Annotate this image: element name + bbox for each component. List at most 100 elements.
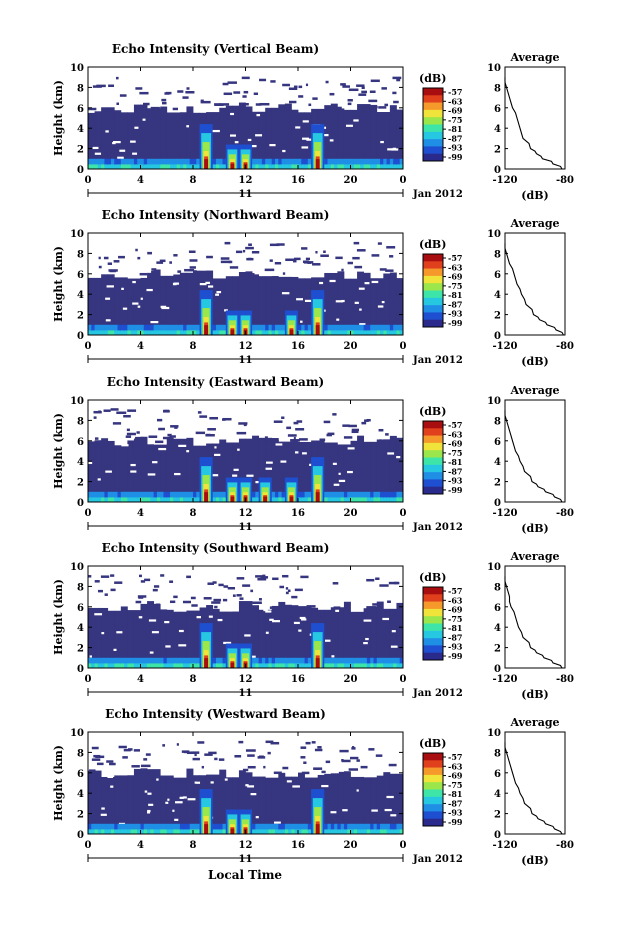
- boundary-layer-echo: [117, 657, 122, 665]
- surface-echo: [386, 164, 391, 169]
- surface-echo: [183, 497, 187, 502]
- boundary-layer-echo: [186, 324, 191, 332]
- boundary-layer-echo: [275, 324, 279, 332]
- surface-echo: [193, 497, 197, 502]
- boundary-layer-echo: [255, 324, 260, 332]
- echo-band: [291, 109, 299, 169]
- x-tick-label: 8: [190, 674, 197, 685]
- sparse-echo: [311, 741, 316, 744]
- echo-band: [179, 611, 187, 668]
- sparse-echo: [347, 99, 353, 102]
- sparse-echo: [96, 762, 104, 766]
- day-label: 11: [239, 189, 253, 200]
- echo-band: [383, 772, 391, 834]
- surface-echo: [347, 663, 351, 668]
- boundary-layer-echo: [133, 823, 138, 831]
- sparse-echo: [255, 575, 264, 578]
- colorbar-swatch: [423, 608, 443, 617]
- sparse-echo: [88, 575, 92, 578]
- echo-band: [357, 104, 365, 169]
- surface-echo: [160, 829, 164, 834]
- boundary-layer-echo: [307, 324, 312, 332]
- echo-gap: [105, 130, 109, 133]
- sparse-echo: [298, 438, 308, 441]
- echo-gap: [105, 470, 112, 473]
- boundary-layer-echo: [170, 823, 174, 831]
- echo-gap: [138, 616, 143, 619]
- boundary-layer-echo: [183, 324, 187, 332]
- boundary-layer-echo: [124, 657, 128, 665]
- echo-band: [357, 435, 365, 502]
- boundary-layer-echo: [91, 657, 95, 665]
- boundary-layer-echo: [97, 657, 102, 665]
- boundary-layer-echo: [301, 324, 305, 332]
- echo-band: [252, 776, 260, 834]
- sparse-echo: [384, 103, 389, 107]
- sparse-echo: [182, 600, 192, 604]
- surface-echo: [196, 330, 200, 335]
- boundary-layer-echo: [173, 491, 177, 499]
- boundary-layer-echo: [261, 158, 266, 166]
- sparse-echo: [325, 760, 331, 764]
- boundary-layer-echo: [370, 491, 374, 499]
- y-tick-label: 6: [77, 437, 84, 448]
- surface-echo: [186, 330, 191, 335]
- sparse-echo: [279, 585, 285, 589]
- surface-echo: [215, 663, 220, 668]
- x-tick-label: 0: [400, 341, 407, 352]
- sparse-echo: [191, 604, 198, 607]
- surface-echo: [330, 663, 335, 668]
- boundary-layer-echo: [127, 491, 132, 499]
- surface-echo: [163, 497, 168, 502]
- echo-gap: [347, 470, 353, 474]
- echo-gap: [363, 619, 372, 622]
- echo-band: [101, 607, 109, 668]
- surface-echo: [373, 663, 378, 668]
- boundary-layer-echo: [343, 823, 348, 831]
- echo-gap: [272, 620, 280, 623]
- sparse-echo: [371, 254, 380, 257]
- echo-gap: [187, 798, 196, 801]
- boundary-layer-echo: [347, 823, 351, 831]
- boundary-layer-echo: [163, 657, 168, 665]
- boundary-layer-echo: [330, 491, 335, 499]
- surface-echo: [183, 663, 187, 668]
- surface-echo: [386, 497, 391, 502]
- echo-band: [153, 603, 161, 668]
- echo-gap: [94, 613, 103, 616]
- sparse-echo: [127, 409, 137, 412]
- sparse-echo: [317, 746, 322, 749]
- echo-band: [212, 443, 220, 502]
- boundary-layer-echo: [163, 491, 168, 499]
- echo-gap: [101, 807, 105, 810]
- surface-echo: [363, 497, 368, 502]
- echo-band: [94, 111, 102, 169]
- surface-echo: [104, 829, 109, 834]
- echo-band: [330, 442, 338, 502]
- echo-band: [133, 104, 141, 169]
- average-frame: [504, 399, 566, 503]
- sparse-echo: [329, 92, 335, 96]
- echo-band: [133, 610, 141, 668]
- surface-echo: [271, 663, 276, 668]
- echo-band: [114, 277, 122, 335]
- surface-echo: [163, 330, 168, 335]
- boundary-layer-echo: [114, 823, 118, 831]
- boundary-layer-echo: [373, 491, 378, 499]
- sparse-echo: [147, 251, 152, 255]
- echo-band: [258, 437, 266, 502]
- surface-echo: [153, 330, 158, 335]
- colorbar-tick-label: -75: [448, 448, 462, 458]
- echo-gap: [244, 634, 251, 637]
- surface-echo: [127, 497, 132, 502]
- average-y-tick-label: 8: [494, 249, 501, 260]
- boundary-layer-echo: [110, 158, 115, 166]
- surface-echo: [330, 330, 335, 335]
- boundary-layer-echo: [350, 324, 355, 332]
- surface-echo: [383, 497, 387, 502]
- surface-echo: [173, 164, 177, 169]
- convective-core: [204, 492, 209, 502]
- surface-echo: [327, 497, 332, 502]
- y-tick-label: 0: [77, 331, 84, 342]
- boundary-layer-echo: [389, 158, 394, 166]
